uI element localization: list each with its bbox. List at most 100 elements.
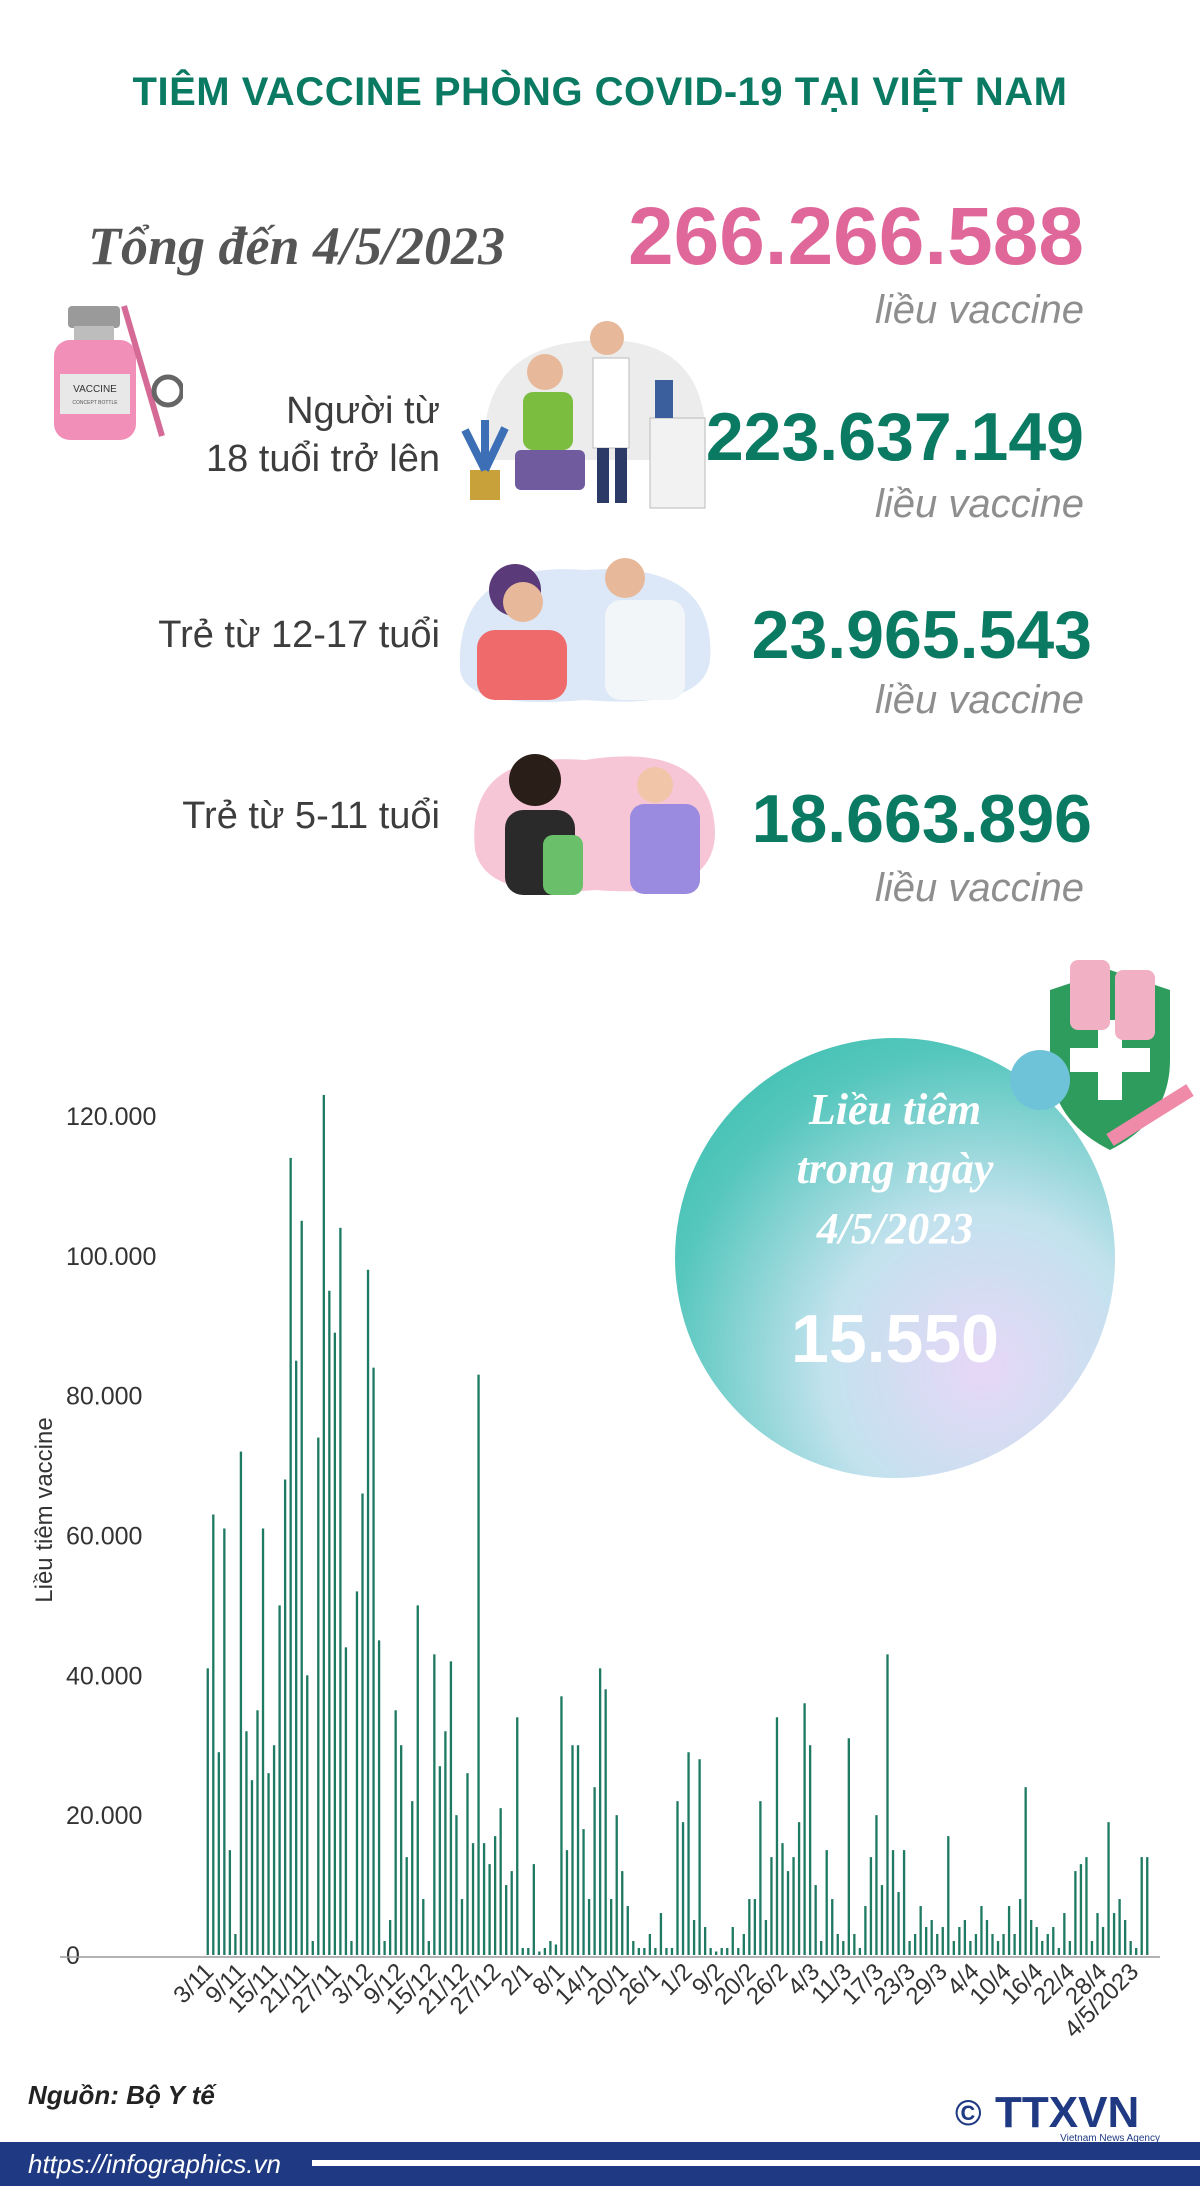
bar — [554, 1944, 558, 1955]
bar — [980, 1906, 983, 1955]
bar — [759, 1801, 762, 1955]
bar — [212, 1514, 215, 1955]
y-tick-label: 60.000 — [66, 1522, 142, 1550]
bar — [372, 1367, 375, 1955]
bar — [637, 1948, 640, 1955]
elderly-vaccination-illustration — [461, 321, 706, 509]
bar — [880, 1885, 884, 1955]
bar — [615, 1815, 618, 1955]
bar — [621, 1871, 624, 1955]
vial-sublabel-text: CONCEPT BOTTLE — [72, 400, 118, 406]
logo-text: TTXVN — [995, 2088, 1139, 2137]
bar — [703, 1927, 707, 1955]
bar — [902, 1850, 906, 1955]
vaccine-shield-icon — [1010, 960, 1194, 1150]
total-unit: liều vaccine — [874, 288, 1084, 332]
bar — [1118, 1899, 1121, 1955]
bar — [1085, 1857, 1088, 1955]
bar — [814, 1885, 817, 1955]
bar — [897, 1892, 900, 1955]
bar — [996, 1941, 1000, 1955]
bar — [908, 1941, 911, 1955]
bar — [969, 1941, 972, 1955]
bar — [858, 1948, 862, 1955]
bar — [875, 1815, 878, 1955]
bar — [306, 1675, 309, 1955]
bar — [1140, 1857, 1143, 1955]
bar — [317, 1437, 320, 1955]
bar — [842, 1941, 845, 1955]
bar — [322, 1094, 325, 1955]
y-tick-label: 80.000 — [66, 1383, 142, 1411]
bar — [610, 1899, 613, 1955]
y-axis-ticks: 0 20.000 40.000 60.000 80.000 100.000 120.000 — [66, 1103, 156, 1970]
bar — [958, 1927, 961, 1955]
bar — [234, 1934, 237, 1955]
bar — [1079, 1864, 1083, 1955]
y-axis-label: Liều tiêm vaccine — [31, 1417, 58, 1602]
teen-vaccination-illustration — [459, 558, 711, 702]
bar — [820, 1941, 823, 1955]
bar — [632, 1941, 635, 1955]
bar — [333, 1332, 337, 1955]
bar — [245, 1731, 248, 1955]
bar — [239, 1451, 243, 1955]
group-child-unit: liều vaccine — [874, 866, 1084, 910]
bar — [1057, 1948, 1060, 1955]
bar — [471, 1843, 475, 1956]
bar — [549, 1941, 552, 1955]
y-tick-label: 20.000 — [66, 1802, 142, 1830]
bar — [687, 1752, 690, 1955]
bar — [383, 1941, 386, 1955]
bar — [283, 1479, 287, 1955]
y-tick-label: 120.000 — [66, 1103, 156, 1131]
bar — [936, 1934, 939, 1955]
footer-url[interactable]: https://infographics.vn — [0, 2142, 312, 2186]
bar — [433, 1654, 436, 1955]
bar — [891, 1850, 895, 1955]
bar — [803, 1703, 806, 1955]
bar — [1024, 1787, 1027, 1955]
bar — [587, 1899, 591, 1955]
bar — [477, 1374, 480, 1955]
bar — [571, 1745, 574, 1955]
child-vaccination-illustration — [474, 754, 716, 895]
bar — [350, 1941, 353, 1955]
group-teen-value: 23.965.543 — [751, 597, 1092, 673]
daily-doses-value: 15.550 — [791, 1301, 999, 1377]
bar — [521, 1948, 524, 1955]
bar — [1068, 1941, 1072, 1955]
bar — [206, 1668, 209, 1955]
bar — [670, 1948, 674, 1955]
bar — [781, 1843, 784, 1956]
bar — [681, 1822, 685, 1955]
bar — [864, 1906, 867, 1955]
bar — [416, 1605, 419, 1955]
x-axis-ticks: 3/119/1115/1121/1127/113/129/1215/1221/1… — [168, 1958, 1144, 2043]
bar — [604, 1689, 607, 1955]
bar — [1013, 1934, 1016, 1955]
bar — [272, 1745, 276, 1955]
bar — [720, 1948, 723, 1955]
bar — [438, 1766, 442, 1955]
bar — [1090, 1941, 1094, 1955]
bar — [1096, 1913, 1099, 1955]
bar — [770, 1857, 773, 1955]
group-teen-unit: liều vaccine — [874, 678, 1084, 722]
bar — [742, 1934, 745, 1955]
bar — [792, 1857, 795, 1955]
bar — [582, 1829, 585, 1955]
bar — [565, 1850, 569, 1955]
bar — [289, 1157, 292, 1955]
bar — [764, 1920, 768, 1955]
bar — [427, 1941, 430, 1955]
bar — [676, 1801, 679, 1955]
bar — [1018, 1899, 1022, 1955]
logo-copyright: © — [955, 2092, 982, 2133]
bar — [869, 1857, 873, 1955]
y-tick-label: 40.000 — [66, 1662, 142, 1690]
bar — [223, 1528, 226, 1955]
daily-doses-circle — [675, 1038, 1115, 1478]
bar — [853, 1934, 856, 1955]
bar — [930, 1920, 933, 1955]
